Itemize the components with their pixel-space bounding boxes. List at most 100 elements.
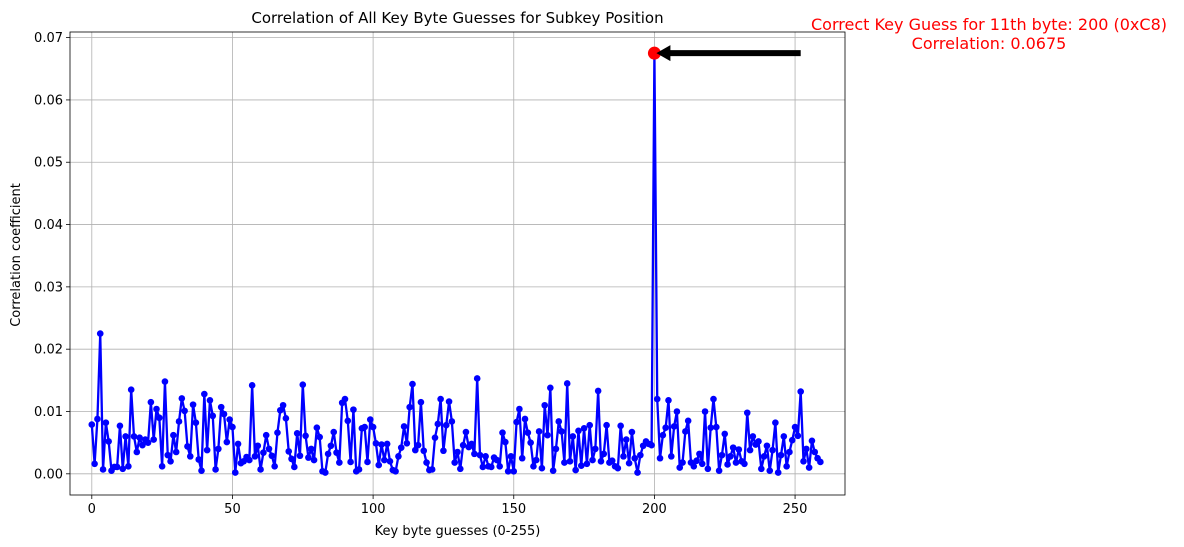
data-point (625, 459, 633, 467)
data-point (119, 465, 127, 473)
data-point (251, 453, 259, 460)
data-point (164, 451, 172, 459)
data-point (383, 440, 391, 448)
data-point (113, 463, 121, 471)
data-point (150, 436, 157, 443)
data-point (409, 380, 416, 388)
data-point (296, 452, 304, 460)
data-point (580, 425, 588, 432)
data-point (780, 433, 788, 440)
data-point (226, 416, 233, 423)
data-point (223, 438, 231, 446)
data-point (437, 395, 444, 403)
data-point (788, 436, 796, 444)
data-point (760, 453, 768, 460)
data-point (749, 433, 757, 440)
data-point (530, 463, 537, 470)
data-point (659, 431, 667, 439)
data-point (167, 458, 174, 465)
data-point (603, 421, 610, 429)
data-point (279, 401, 287, 409)
data-point (496, 463, 504, 470)
axes-frame (69, 31, 846, 496)
data-point (448, 418, 456, 425)
data-point (701, 408, 709, 415)
data-point (231, 469, 239, 476)
data-point (774, 469, 782, 476)
data-point (743, 409, 751, 417)
data-point (586, 421, 594, 429)
data-point (741, 460, 748, 468)
y-tick-label: 0.04 (34, 218, 63, 233)
data-point (727, 453, 734, 460)
data-point (302, 432, 309, 440)
data-point (459, 441, 467, 449)
data-point (698, 460, 706, 468)
data-point (412, 446, 419, 454)
data-point (355, 466, 363, 473)
data-point (502, 438, 509, 446)
data-point (156, 414, 163, 422)
data-point (127, 386, 135, 393)
data-point (268, 452, 276, 460)
data-point (746, 446, 754, 454)
data-point (535, 428, 543, 435)
data-point (589, 456, 596, 464)
x-tick-label: 50 (224, 502, 241, 517)
data-point (330, 428, 338, 436)
y-tick-label: 0.06 (34, 93, 63, 108)
data-point (144, 439, 152, 446)
data-point (510, 468, 518, 475)
data-point (634, 469, 641, 476)
data-point (310, 456, 318, 464)
data-point (215, 445, 222, 453)
data-point (791, 423, 799, 431)
data-point (105, 438, 112, 445)
data-point (91, 460, 98, 468)
data-point (282, 415, 290, 422)
data-point (457, 465, 464, 473)
data-point (248, 382, 256, 389)
data-point (395, 453, 402, 460)
data-point (246, 456, 253, 464)
data-point (189, 401, 197, 408)
y-tick-label: 0.01 (34, 405, 63, 420)
data-point (96, 330, 104, 337)
data-point (428, 466, 436, 473)
data-point (364, 458, 371, 466)
data-point (800, 458, 807, 465)
data-point (220, 410, 228, 418)
data-point (99, 466, 107, 473)
y-tick-label: 0.02 (34, 343, 63, 358)
data-point (254, 442, 262, 450)
data-point (288, 455, 295, 463)
data-point (532, 456, 540, 464)
data-point (513, 418, 520, 426)
data-point (260, 449, 267, 456)
data-point (341, 395, 349, 403)
data-point (777, 451, 785, 459)
data-point (772, 419, 779, 427)
data-point (704, 465, 712, 473)
data-point (549, 467, 557, 475)
data-point (499, 429, 506, 436)
data-point (794, 432, 802, 440)
data-point (451, 459, 458, 466)
data-point (758, 465, 765, 473)
data-point (299, 381, 307, 389)
data-point (198, 467, 205, 475)
data-point (274, 429, 281, 436)
data-point (420, 447, 428, 455)
data-point (766, 467, 774, 475)
data-point (130, 433, 138, 440)
data-point (541, 401, 549, 409)
data-point (170, 431, 177, 439)
data-point (184, 443, 191, 450)
data-point (313, 424, 321, 432)
data-point (735, 446, 743, 453)
data-point (524, 429, 532, 436)
data-point (783, 463, 790, 470)
data-point (608, 457, 616, 465)
